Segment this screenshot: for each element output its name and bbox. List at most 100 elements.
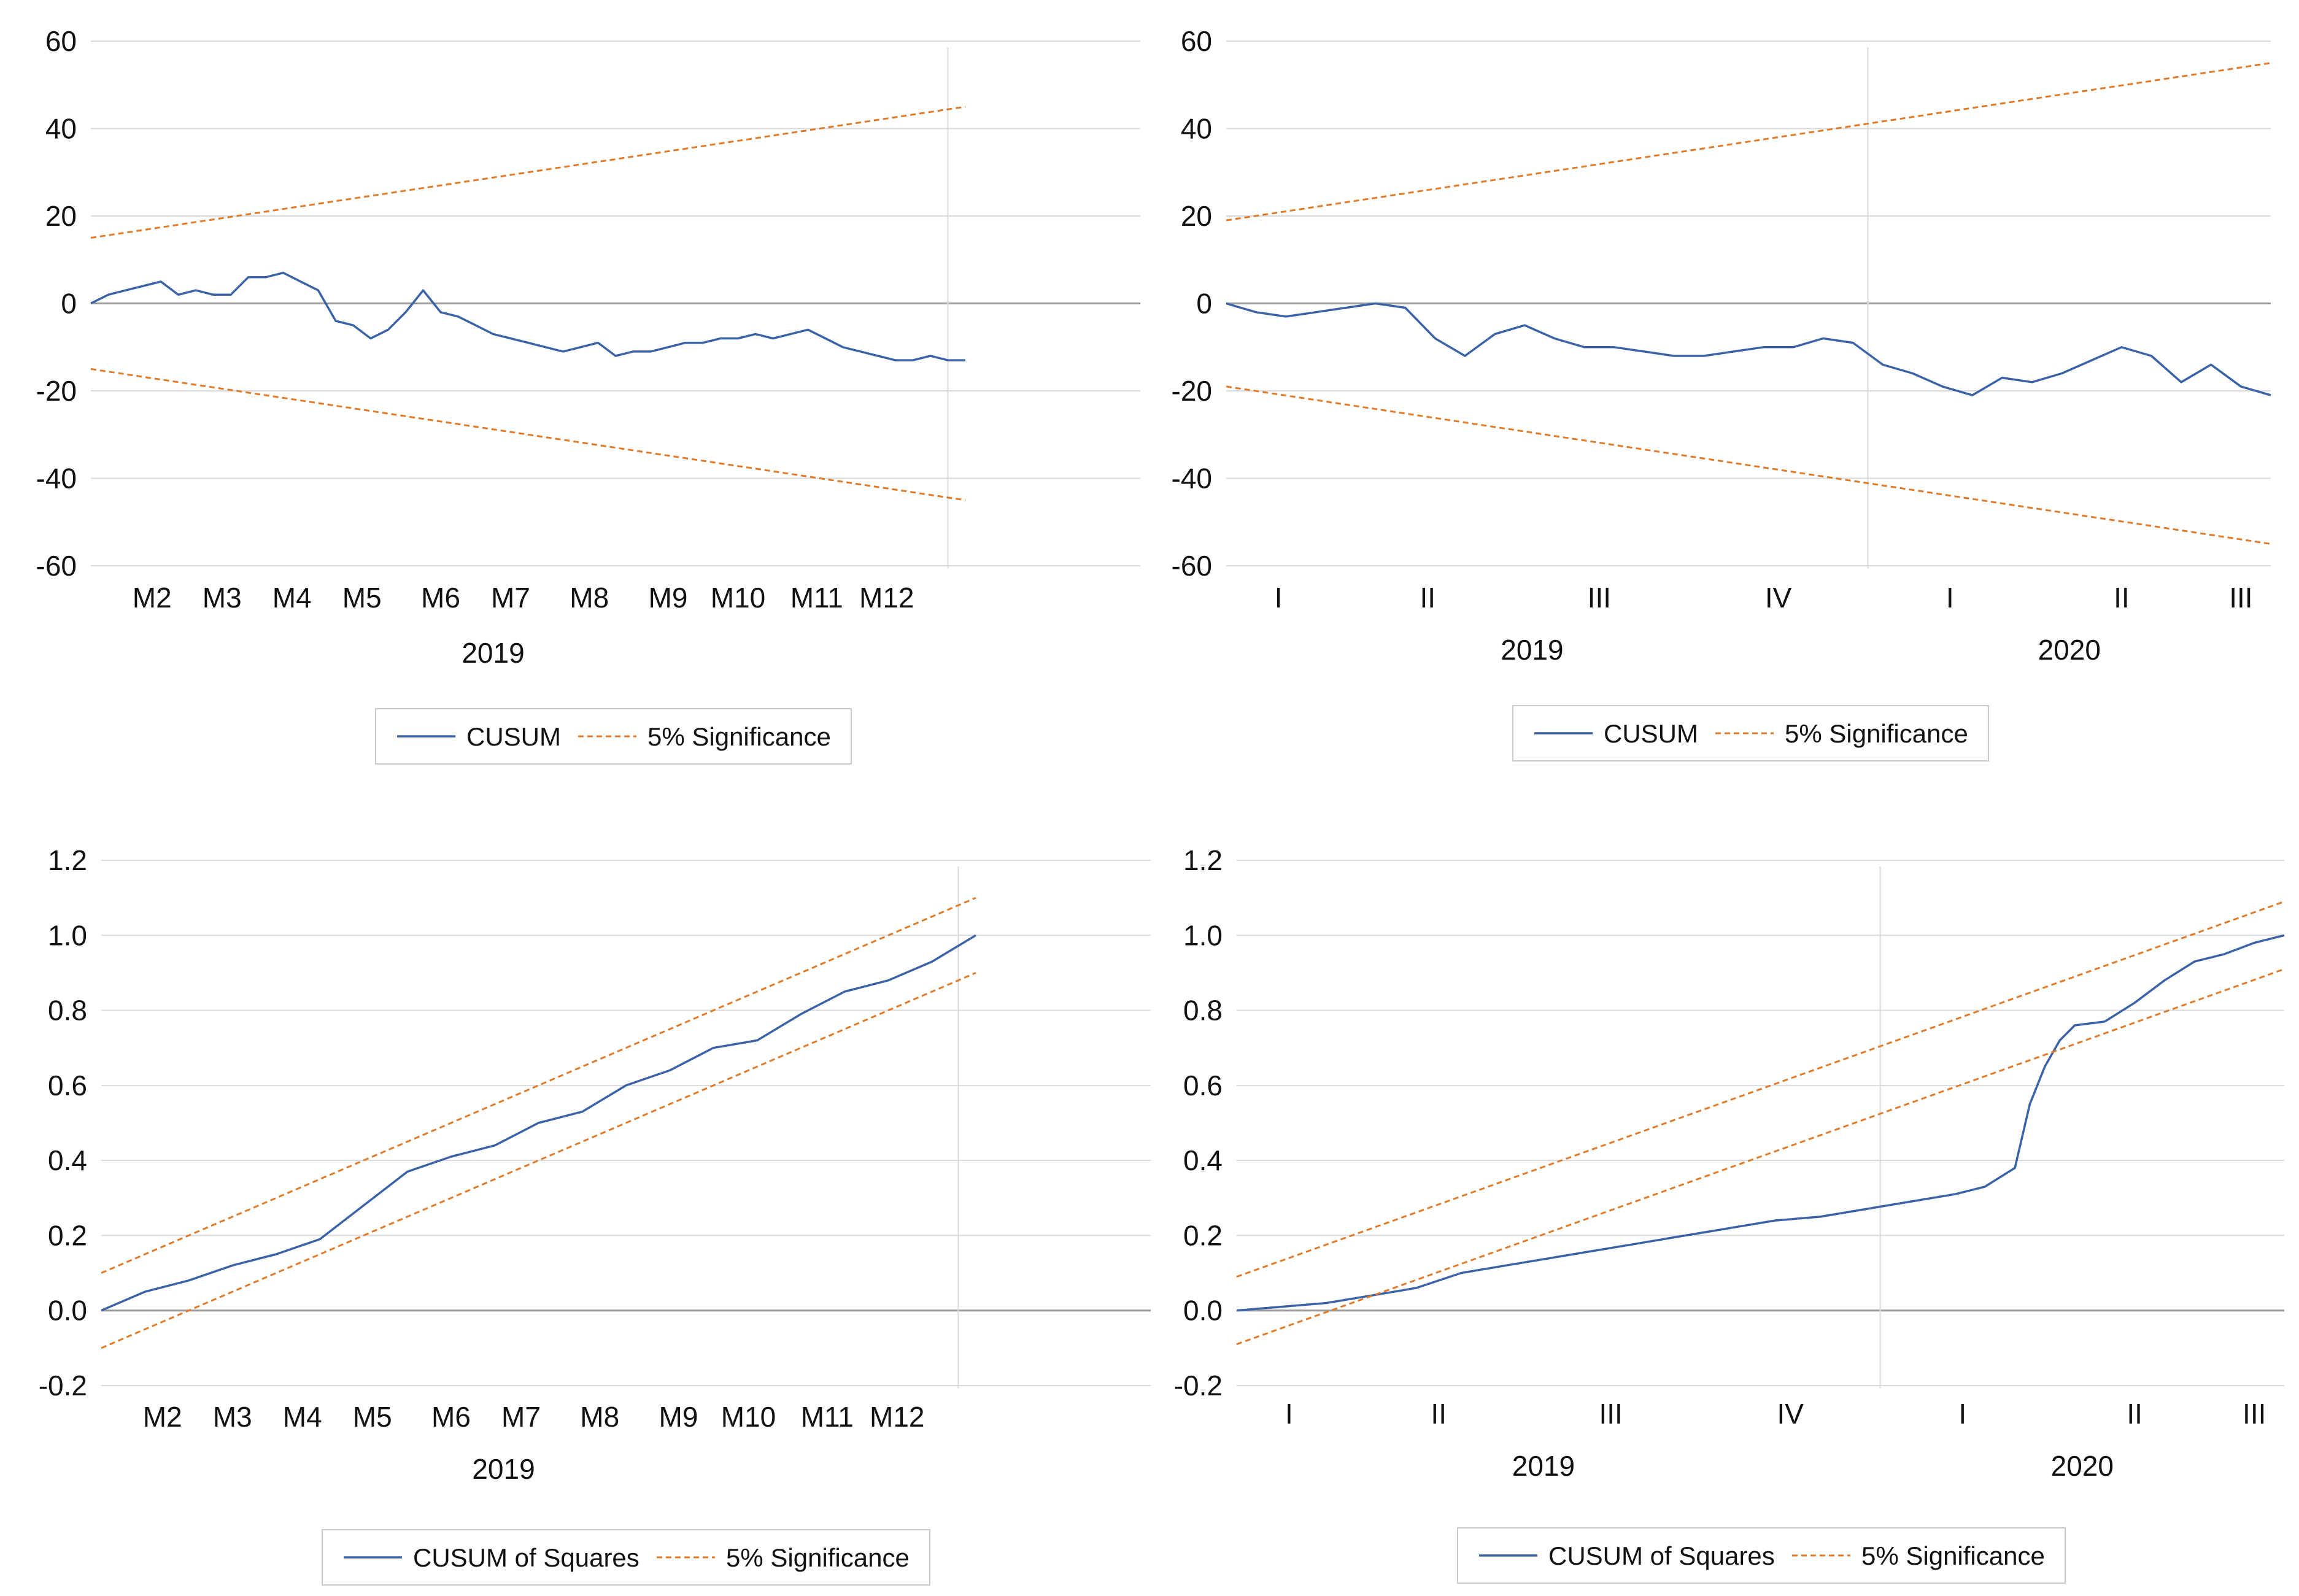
y-tick-label: -0.2 bbox=[1174, 1370, 1223, 1401]
y-tick-label: 0 bbox=[1196, 288, 1212, 320]
y-tick-label: 0.0 bbox=[1183, 1295, 1223, 1327]
x-tick-label: I bbox=[1275, 582, 1283, 614]
legend-label-significance: 5% Significance bbox=[647, 722, 831, 751]
year-label: 2019 bbox=[462, 637, 524, 669]
x-tick-label: M11 bbox=[801, 1401, 854, 1433]
y-tick-label: -60 bbox=[36, 550, 77, 582]
y-tick-label: 0 bbox=[61, 288, 77, 320]
y-tick-label: 0.6 bbox=[1183, 1070, 1223, 1101]
x-tick-label: II bbox=[2127, 1398, 2143, 1430]
legend: CUSUM of Squares 5% Significance bbox=[322, 1529, 930, 1586]
y-tick-label: -0.2 bbox=[39, 1370, 87, 1401]
y-tick-label: 1.2 bbox=[1183, 844, 1223, 876]
cusum-series-line bbox=[101, 934, 976, 1312]
upper-significance-line bbox=[101, 896, 976, 1274]
y-tick-label: 60 bbox=[1181, 25, 1212, 57]
x-tick-label: M7 bbox=[491, 582, 530, 614]
y-tick-label: 0.8 bbox=[48, 995, 87, 1027]
y-tick-label: 1.0 bbox=[1183, 919, 1223, 951]
y-tick-label: 20 bbox=[45, 200, 77, 232]
x-tick-label: M9 bbox=[659, 1401, 698, 1433]
y-tick-label: -60 bbox=[1172, 550, 1212, 582]
y-tick-label: -20 bbox=[1172, 375, 1212, 407]
year-label: 2019 bbox=[472, 1453, 535, 1485]
y-tick-label: 0.4 bbox=[1183, 1144, 1223, 1176]
y-tick-label: 0.6 bbox=[48, 1070, 87, 1101]
cusum-series-line bbox=[1226, 302, 2271, 396]
legend-label-cusum: CUSUM bbox=[1604, 719, 1698, 748]
x-tick-label: I bbox=[1958, 1398, 1966, 1430]
lower-significance-line bbox=[90, 368, 966, 501]
legend-label-cusum: CUSUM bbox=[466, 722, 561, 751]
y-tick-label: 20 bbox=[1181, 200, 1212, 232]
x-tick-label: M12 bbox=[859, 582, 914, 614]
legend-label-significance: 5% Significance bbox=[1785, 719, 1968, 748]
cusum-series-line bbox=[1236, 934, 2285, 1312]
x-tick-label: M6 bbox=[431, 1401, 471, 1433]
legend-label-significance: 5% Significance bbox=[726, 1543, 910, 1572]
legend-label-cusum: CUSUM of Squares bbox=[413, 1543, 639, 1572]
lower-significance-line bbox=[1236, 968, 2285, 1346]
x-tick-label: M9 bbox=[649, 582, 688, 614]
y-tick-label: -40 bbox=[36, 463, 77, 495]
upper-significance-line bbox=[1226, 62, 2271, 222]
lower-significance-line bbox=[1226, 385, 2271, 545]
legend-label-significance: 5% Significance bbox=[1861, 1541, 2045, 1570]
upper-significance-line bbox=[90, 106, 966, 239]
upper-significance-line bbox=[1236, 900, 2285, 1278]
x-tick-label: M7 bbox=[501, 1401, 541, 1433]
y-tick-label: 0.2 bbox=[48, 1219, 87, 1251]
x-tick-label: M5 bbox=[342, 582, 382, 614]
y-tick-label: 0.4 bbox=[48, 1144, 87, 1176]
x-tick-label: M10 bbox=[711, 582, 765, 614]
x-tick-label: M4 bbox=[283, 1401, 322, 1433]
x-tick-label: II bbox=[1420, 582, 1435, 614]
legend: CUSUM 5% Significance bbox=[375, 708, 852, 765]
y-tick-label: 40 bbox=[1181, 113, 1212, 145]
x-tick-label: III bbox=[2243, 1398, 2266, 1430]
y-tick-label: -20 bbox=[36, 375, 77, 407]
x-tick-label: M6 bbox=[421, 582, 460, 614]
x-tick-label: M2 bbox=[133, 582, 172, 614]
chart-panel-1: 60 40 20 0 -20 -40 -60 M2 M3 M4 M5 M6 M7 M8 M9 M10 M11 M1… bbox=[36, 25, 1140, 765]
chart-panel-3: 1.2 1.0 0.8 0.6 0.4 0.2 0.0 -0.2 M2 M3 M4 M5 M6 M7 M8 M… bbox=[39, 844, 1151, 1586]
chart-panel-4: 1.21.00.80.60.40.20.0-0.2I II III IV I II III2… bbox=[1174, 844, 2285, 1584]
y-tick-label: 1.0 bbox=[48, 919, 87, 951]
x-tick-label: M8 bbox=[570, 582, 609, 614]
legend-box bbox=[1457, 1527, 2066, 1584]
y-tick-label: 40 bbox=[45, 113, 77, 145]
x-tick-label: II bbox=[1431, 1398, 1447, 1430]
y-tick-label: 0.0 bbox=[48, 1295, 87, 1327]
x-tick-label: M10 bbox=[721, 1401, 776, 1433]
y-tick-label: 0.8 bbox=[1183, 995, 1223, 1027]
legend-label-cusum: CUSUM of Squares bbox=[1548, 1541, 1775, 1570]
x-tick-label: M4 bbox=[272, 582, 312, 614]
x-tick-label: M3 bbox=[203, 582, 242, 614]
year-label: 2020 bbox=[2051, 1450, 2114, 1482]
x-tick-label: II bbox=[2114, 582, 2130, 614]
y-tick-label: 60 bbox=[45, 25, 77, 57]
legend: CUSUM of Squares 5% Significance bbox=[1457, 1527, 2066, 1584]
x-tick-label: M3 bbox=[213, 1401, 252, 1433]
x-tick-label: III bbox=[1588, 582, 1611, 614]
lower-significance-line bbox=[101, 972, 976, 1349]
x-tick-label: III bbox=[2229, 582, 2252, 614]
x-tick-label: M5 bbox=[353, 1401, 392, 1433]
x-tick-label: III bbox=[1599, 1398, 1622, 1430]
x-tick-label: IV bbox=[1765, 582, 1792, 614]
legend-box bbox=[322, 1529, 930, 1586]
y-tick-label: 1.2 bbox=[48, 844, 87, 876]
x-tick-label: M11 bbox=[790, 582, 843, 614]
year-label: 2020 bbox=[2038, 634, 2101, 666]
x-tick-label: IV bbox=[1777, 1398, 1804, 1430]
year-label: 2019 bbox=[1501, 634, 1563, 666]
year-label: 2019 bbox=[1512, 1450, 1575, 1482]
y-tick-label: 0.2 bbox=[1183, 1219, 1223, 1251]
x-tick-label: I bbox=[1285, 1398, 1293, 1430]
x-tick-label: M2 bbox=[143, 1401, 182, 1433]
cusum-series-line bbox=[90, 271, 965, 361]
y-tick-label: -40 bbox=[1172, 463, 1212, 495]
x-tick-label: M8 bbox=[580, 1401, 619, 1433]
